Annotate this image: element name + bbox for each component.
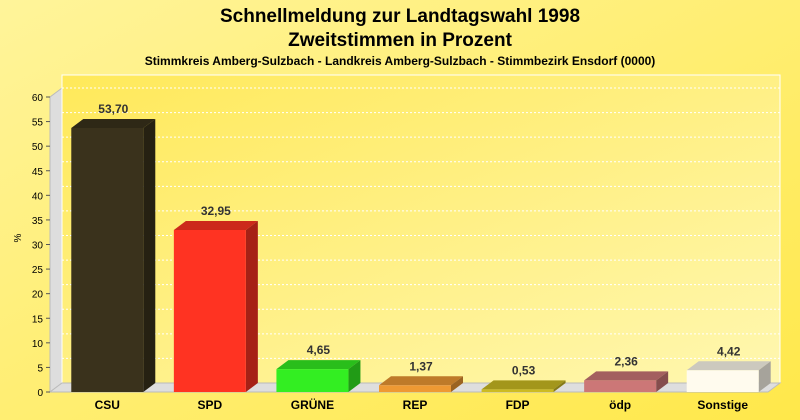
category-label: Sonstige (697, 398, 748, 412)
y-tick-label: 50 (32, 142, 44, 153)
bar-top-face (379, 376, 463, 386)
bar-front-face (173, 229, 246, 392)
bar-side-face (245, 220, 258, 392)
value-label: 4,65 (307, 343, 331, 357)
category-label: ödp (609, 398, 631, 412)
bar-top-face (276, 360, 361, 370)
bar-front-face (71, 127, 144, 392)
plot-side-wall (49, 87, 63, 393)
bar-spd (173, 220, 258, 392)
bar-rep (379, 376, 463, 392)
category-label: REP (403, 398, 428, 412)
bars (71, 118, 771, 392)
y-tick-label: 15 (32, 314, 44, 325)
bar-side-face (553, 380, 566, 392)
value-label: 2,36 (614, 354, 638, 368)
bar-top-face (584, 371, 669, 381)
y-axis-label: % (13, 233, 24, 242)
value-labels: 53,70 32,95 4,65 1,37 0,53 2,36 4,42 (98, 102, 740, 377)
y-tick-label: 45 (32, 167, 44, 178)
value-label: 53,70 (98, 102, 128, 116)
chart-title: Schnellmeldung zur Landtagswahl 1998 (220, 6, 580, 27)
y-tick-label: 55 (32, 118, 44, 129)
bar-top-face (71, 118, 156, 128)
y-tick-label: 10 (32, 339, 44, 350)
bar-side-face (348, 360, 361, 392)
chart-caption: Stimmkreis Amberg-Sulzbach - Landkreis A… (145, 54, 656, 68)
chart-subtitle: Zweitstimmen in Prozent (288, 30, 512, 51)
y-tick-label: 0 (37, 388, 43, 399)
bar-ödp (584, 371, 669, 392)
bar-top-face (481, 380, 566, 390)
y-tick-label: 30 (32, 241, 44, 252)
bar-sonstige (686, 361, 771, 392)
bar-front-face (584, 380, 657, 392)
bar-fdp (481, 380, 566, 392)
category-label: CSU (95, 398, 120, 412)
value-label: 1,37 (409, 359, 433, 373)
y-tick-label: 25 (32, 265, 44, 276)
bar-side-face (656, 371, 669, 392)
y-tick-labels: 0 5 10 15 20 25 30 35 40 45 50 55 60 (32, 93, 50, 399)
plot-back-wall (61, 74, 781, 384)
category-label: GRÜNE (291, 397, 334, 412)
y-tick-label: 5 (37, 363, 43, 374)
y-tick-label: 35 (32, 216, 44, 227)
y-tick-label: 60 (32, 93, 44, 104)
bar-csu (71, 118, 156, 392)
bar-front-face (276, 369, 349, 392)
bar-side-face (758, 361, 771, 392)
y-tick-label: 40 (32, 191, 44, 202)
y-tick-label: 20 (32, 290, 44, 301)
value-label: 4,42 (717, 344, 741, 358)
category-label: FDP (506, 398, 530, 412)
bar-top-face (173, 220, 258, 230)
bar-front-face (379, 385, 451, 392)
value-label: 32,95 (201, 204, 231, 218)
bar-side-face (451, 376, 463, 392)
bar-side-face (143, 118, 156, 392)
value-label: 0,53 (512, 363, 536, 377)
bar-front-face (686, 370, 759, 392)
category-labels: CSU SPD GRÜNE REP FDP ödp Sonstige (95, 397, 749, 412)
bar-top-face (686, 361, 771, 371)
plot-area (48, 74, 782, 393)
bar-grüne (276, 360, 361, 392)
category-label: SPD (198, 398, 223, 412)
bar-front-face (481, 389, 554, 392)
